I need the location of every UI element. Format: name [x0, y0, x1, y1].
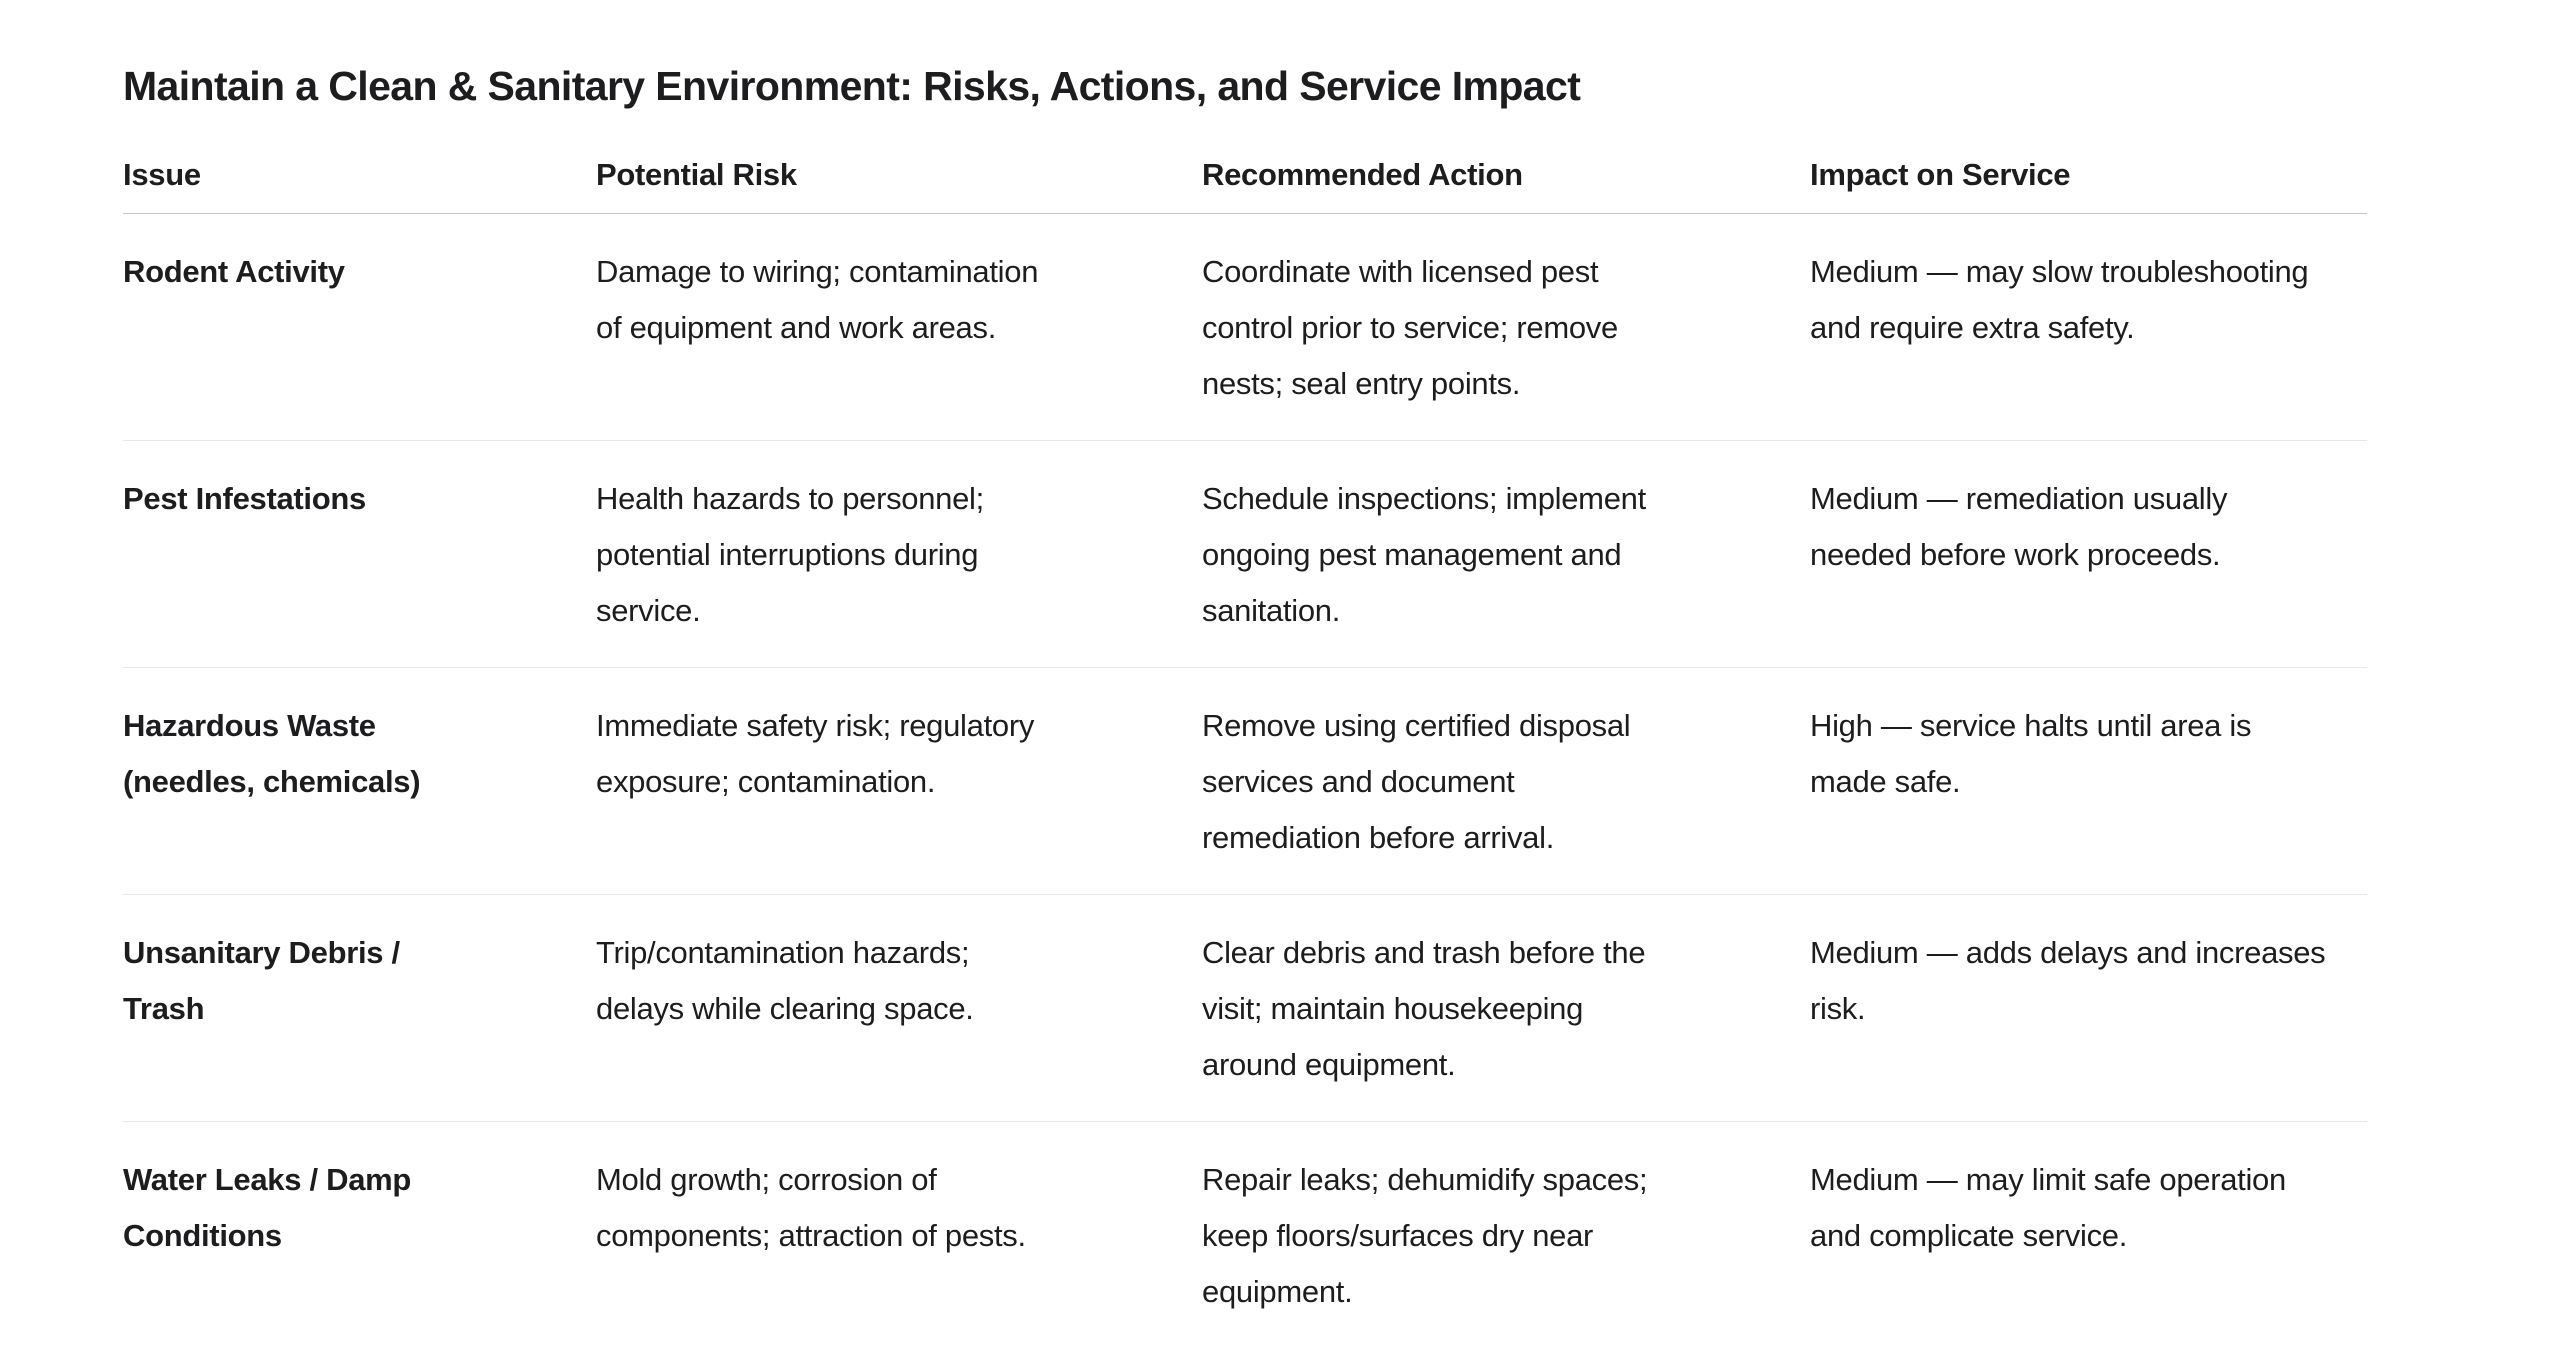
cell-issue: Unsanitary Debris / Trash: [123, 894, 596, 1122]
cell-impact-on-service: Medium — adds delays and increases risk.: [1810, 894, 2367, 1122]
column-header-issue: Issue: [123, 145, 596, 214]
table-row: Pest Infestations Health hazards to pers…: [123, 440, 2367, 668]
table-row: Unsanitary Debris / Trash Trip/contamina…: [123, 894, 2367, 1122]
cell-issue: Pest Infestations: [123, 440, 596, 668]
cell-impact-on-service: Medium — remediation usually needed befo…: [1810, 440, 2367, 668]
cell-recommended-action: Repair leaks; dehumidify spaces; keep fl…: [1202, 1162, 1648, 1309]
column-header-impact-on-service: Impact on Service: [1810, 145, 2367, 214]
cell-recommended-action: Clear debris and trash before the visit;…: [1202, 894, 1810, 1122]
cell-recommended-action: Schedule inspections; implement ongoing …: [1202, 440, 1810, 668]
table-row: Water Leaks / Damp Conditions Mold growt…: [123, 1122, 2367, 1349]
cell-potential-risk: Health hazards to personnel; potential i…: [596, 440, 1202, 668]
cell-recommended-action: Coordinate with licensed pest control pr…: [1202, 213, 1810, 441]
page-title: Maintain a Clean & Sanitary Environment:…: [123, 63, 1581, 109]
column-header-potential-risk: Potential Risk: [596, 145, 1202, 214]
table-body: Rodent Activity Damage to wiring; contam…: [123, 213, 2367, 1349]
cell-potential-risk: Trip/contamination hazards; delays while…: [596, 894, 1202, 1122]
cell-issue: Hazardous Waste (needles, chemicals): [123, 667, 596, 895]
cell-impact-on-service: Medium — may limit safe operation and co…: [1810, 1162, 2286, 1253]
cell-potential-risk: Immediate safety risk; regulatory exposu…: [596, 667, 1202, 895]
cell-recommended-action: Remove using certified disposal services…: [1202, 667, 1810, 895]
cell-impact-on-service: High — service halts until area is made …: [1810, 667, 2367, 895]
table-header-row: Issue Potential Risk Recommended Action …: [123, 145, 2367, 214]
column-header-recommended-action: Recommended Action: [1202, 145, 1810, 214]
table-row: Rodent Activity Damage to wiring; contam…: [123, 213, 2367, 441]
table-row: Hazardous Waste (needles, chemicals) Imm…: [123, 667, 2367, 895]
cell-potential-risk: Damage to wiring; contamination of equip…: [596, 213, 1202, 441]
cell-potential-risk: Mold growth; corrosion of components; at…: [596, 1162, 1026, 1253]
cell-impact-on-service: Medium — may slow troubleshooting and re…: [1810, 213, 2367, 441]
cell-issue: Rodent Activity: [123, 213, 596, 441]
cell-issue: Water Leaks / Damp Conditions: [123, 1162, 412, 1253]
sanitation-risk-table: Issue Potential Risk Recommended Action …: [123, 145, 2367, 1348]
